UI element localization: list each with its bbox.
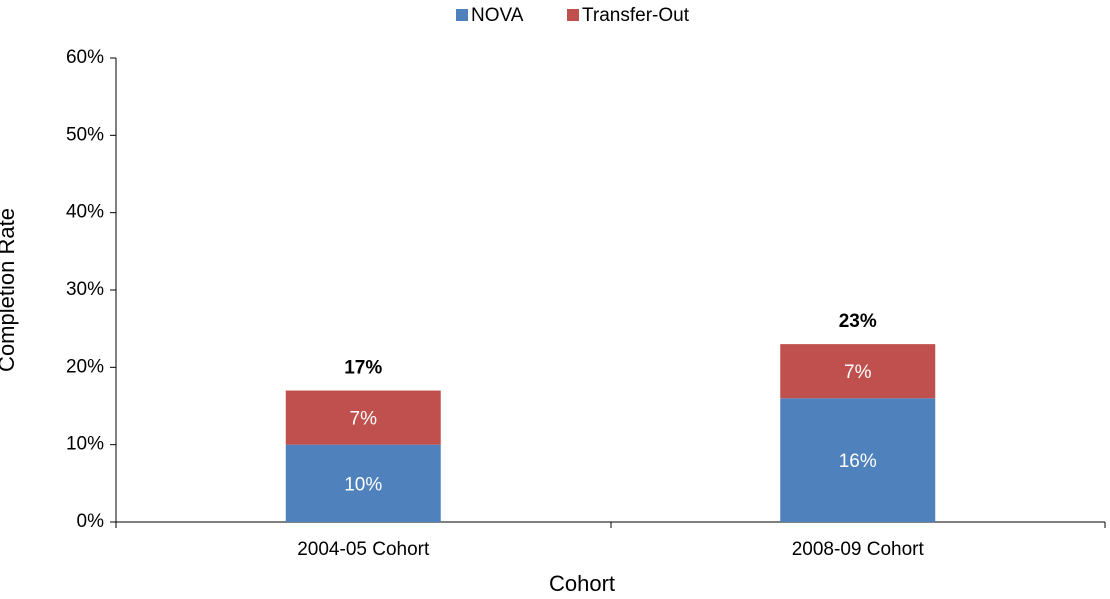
legend-label: NOVA [471,5,524,26]
x-tick-label: 2008-09 Cohort [792,539,925,560]
y-tick-label: 50% [66,124,104,145]
bar-segment [285,444,441,522]
total-label: 23% [839,311,877,332]
legend-swatch [567,9,579,21]
bar-segment [780,344,936,399]
y-tick-label: 30% [66,279,104,300]
bar-segment [285,390,441,445]
y-tick-label: 60% [66,47,104,68]
x-tick-label: 2004-05 Cohort [297,539,430,560]
value-label: 7% [350,409,378,430]
y-tick-label: 0% [77,511,105,532]
x-axis-label: Cohort [549,571,615,596]
legend-label: Transfer-Out [582,5,690,26]
bar-segment [780,398,936,522]
total-label: 17% [344,358,382,379]
y-tick-label: 20% [66,356,104,377]
legend-swatch [456,9,468,21]
y-tick-label: 10% [66,434,104,455]
value-label: 16% [839,451,877,472]
value-label: 10% [344,474,382,495]
value-label: 7% [844,362,872,383]
y-tick-label: 40% [66,202,104,223]
y-axis-label: Completion Rate [0,208,19,372]
